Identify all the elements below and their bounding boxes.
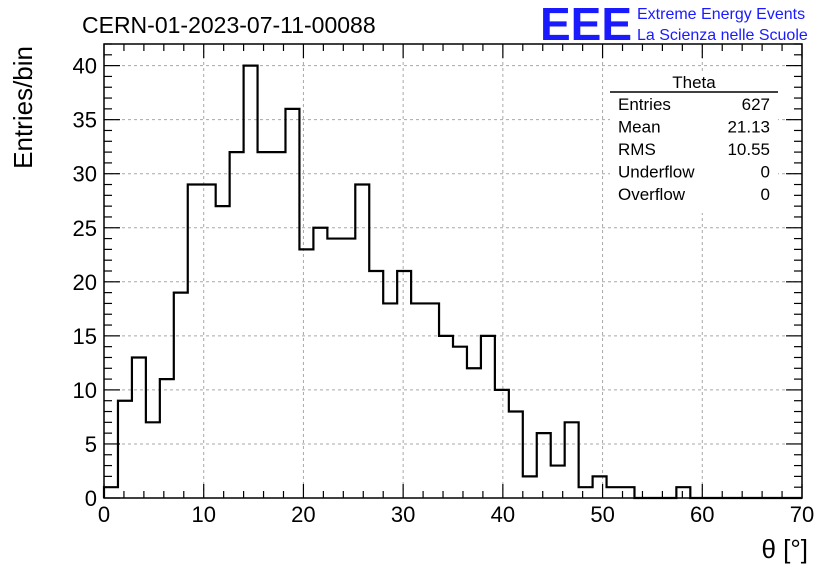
histogram-bin — [285, 109, 299, 498]
branding-line-2: La Scienza nelle Scuole — [637, 27, 808, 44]
histogram-bin — [565, 422, 579, 498]
stats-value: 627 — [742, 95, 770, 114]
stats-value: 21.13 — [727, 118, 770, 137]
x-tick-label: 20 — [291, 502, 315, 527]
histogram-bin — [299, 249, 313, 498]
grid — [104, 44, 802, 498]
x-axis-title: θ [°] — [761, 534, 808, 564]
y-tick-label: 35 — [73, 108, 97, 133]
chart-title: CERN-01-2023-07-11-00088 — [82, 12, 376, 38]
x-tick-label: 40 — [491, 502, 515, 527]
histogram-bin — [439, 336, 453, 498]
stats-label: Underflow — [618, 163, 695, 182]
histogram-bin — [453, 347, 467, 498]
stats-rows: Entries 627 Mean 21.13 RMS 10.55 Underflow 0 Ove… — [618, 95, 770, 204]
histogram-bin — [383, 303, 397, 498]
histogram-bin — [174, 293, 188, 498]
y-tick-label: 15 — [73, 324, 97, 349]
histogram-bin — [411, 303, 425, 498]
stats-label: Mean — [618, 118, 661, 137]
histogram-bin — [341, 239, 355, 498]
histogram-bin — [230, 152, 244, 498]
histogram-bin — [313, 228, 327, 498]
histogram-bin — [160, 379, 174, 498]
histogram-bin — [104, 487, 118, 498]
x-tick-label: 50 — [590, 502, 614, 527]
histogram-bin — [258, 152, 272, 498]
histogram-bin — [593, 476, 607, 498]
histogram-bin — [467, 368, 481, 498]
histogram-bin — [495, 390, 509, 498]
histogram-bin — [509, 412, 523, 498]
histogram-bin — [676, 487, 690, 498]
y-tick-label: 25 — [73, 216, 97, 241]
histogram-bin — [607, 487, 621, 498]
x-tick-label: 10 — [191, 502, 215, 527]
y-tick-label: 30 — [73, 162, 97, 187]
branding-line-1: Extreme Energy Events — [637, 6, 805, 23]
x-tick-label: 0 — [98, 502, 110, 527]
histogram-line — [102, 64, 802, 500]
histogram-series — [102, 64, 802, 500]
histogram-bin — [146, 422, 160, 498]
x-tick-label: 70 — [790, 502, 814, 527]
x-tick-label: 60 — [690, 502, 714, 527]
y-tick-label: 20 — [73, 270, 97, 295]
eee-branding: EEE Extreme Energy Events La Scienza nel… — [540, 0, 808, 50]
y-tick-label: 5 — [85, 432, 97, 457]
histogram-bin — [481, 336, 495, 498]
stats-label: RMS — [618, 140, 656, 159]
histogram-bin — [425, 303, 439, 498]
y-tick-labels: 0 5 10 15 20 25 30 35 40 — [73, 54, 97, 511]
histogram-bin — [537, 433, 551, 498]
stats-value: 0 — [761, 185, 770, 204]
stats-title: Theta — [672, 73, 716, 92]
histogram-bin — [132, 357, 146, 498]
histogram-bin — [579, 487, 593, 498]
histogram-bin — [202, 185, 216, 498]
histogram-bin — [523, 476, 537, 498]
y-axis-title: Entries/bin — [8, 46, 38, 169]
y-tick-label: 0 — [85, 486, 97, 511]
histogram-bin — [327, 239, 341, 498]
histogram-bin — [397, 271, 411, 498]
y-tick-label: 10 — [73, 378, 97, 403]
histogram-bin — [355, 185, 369, 498]
stats-box-background — [610, 73, 778, 213]
eee-logo: EEE — [540, 0, 632, 50]
histogram-bin — [244, 66, 258, 498]
histogram-bin — [369, 271, 383, 498]
histogram-bin — [272, 152, 286, 498]
stats-label: Overflow — [618, 185, 686, 204]
histogram-bin — [216, 206, 230, 498]
histogram-bin — [118, 401, 132, 498]
axis-ticks — [103, 43, 803, 499]
stats-value: 0 — [761, 163, 770, 182]
stats-value: 10.55 — [727, 140, 770, 159]
y-tick-label: 40 — [73, 54, 97, 79]
x-tick-labels: 0 10 20 30 40 50 60 70 — [98, 502, 814, 527]
stats-box: Theta Entries 627 Mean 21.13 RMS 10.55 Underfl… — [610, 73, 778, 213]
histogram-bin — [188, 185, 202, 498]
x-tick-label: 30 — [391, 502, 415, 527]
stats-label: Entries — [618, 95, 671, 114]
